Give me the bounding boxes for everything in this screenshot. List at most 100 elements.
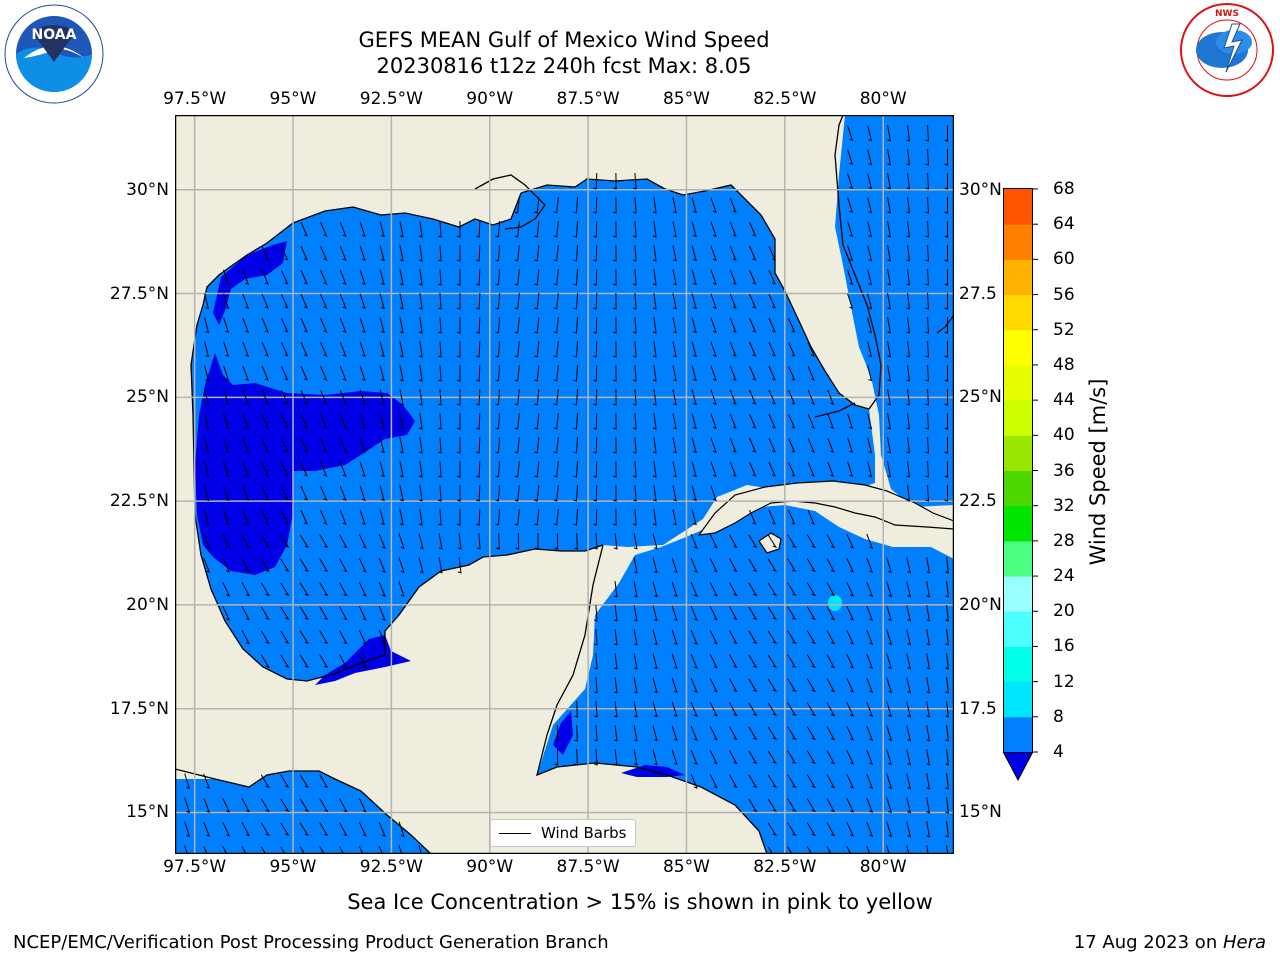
wind-barb — [672, 317, 677, 334]
wind-barb — [633, 749, 638, 766]
wind-barb — [728, 750, 738, 765]
wind-barb — [944, 484, 949, 502]
wind-barb — [944, 172, 949, 190]
wind-barb — [573, 245, 579, 262]
wind-barb — [806, 798, 816, 813]
wind-barb — [866, 629, 874, 645]
wind-barb — [593, 653, 598, 670]
wind-barb — [593, 629, 598, 646]
wind-barb — [319, 606, 329, 621]
wind-barb — [223, 389, 230, 406]
colorbar-segment — [1004, 716, 1032, 753]
wind-barb — [593, 244, 598, 262]
wind-barb — [593, 316, 598, 334]
wind-barb — [359, 461, 366, 478]
wind-barb — [553, 413, 559, 430]
wind-barb — [437, 220, 442, 238]
wind-barb — [767, 558, 778, 573]
wind-barb — [906, 845, 910, 854]
wind-barb — [613, 533, 618, 550]
wind-barb — [729, 413, 737, 429]
wind-barb — [261, 461, 269, 477]
wind-barb — [612, 460, 617, 478]
wind-barb — [944, 292, 949, 310]
wind-barb — [358, 558, 367, 573]
wind-barb — [671, 557, 678, 574]
left-lat-tick: 30°N — [126, 179, 169, 200]
wind-barb — [847, 125, 854, 142]
wind-barb — [378, 533, 386, 549]
wind-barb — [846, 678, 855, 693]
wind-barb — [418, 269, 423, 286]
wind-barb — [925, 196, 929, 214]
wind-barb — [204, 317, 210, 334]
wind-barb — [926, 605, 930, 622]
wind-barb — [359, 317, 366, 334]
wind-barb — [690, 557, 698, 573]
wind-barb — [399, 245, 404, 262]
wind-barb — [476, 244, 481, 262]
wind-barb — [358, 822, 367, 837]
wind-barb — [437, 292, 442, 310]
wind-barb — [672, 365, 677, 382]
wind-barb — [204, 413, 210, 430]
wind-barb — [826, 582, 836, 597]
wind-barb — [319, 774, 329, 789]
wind-barb — [710, 413, 717, 430]
wind-barb — [887, 149, 892, 166]
wind-barb — [339, 509, 347, 525]
wind-barb — [612, 412, 617, 430]
wind-barb — [748, 558, 758, 573]
wind-barb — [358, 534, 367, 549]
wind-barb — [691, 293, 697, 310]
wind-barb — [613, 701, 618, 718]
left-lat-tick: 25°N — [126, 387, 169, 408]
wind-barb — [533, 485, 540, 502]
wind-barb — [573, 485, 579, 502]
wind-barb — [319, 558, 329, 573]
wind-barb — [437, 484, 442, 502]
wind-barb — [203, 797, 211, 813]
wind-barb — [691, 437, 697, 454]
wind-barb — [926, 653, 930, 670]
footer-branch: NCEP/EMC/Verification Post Processing Pr… — [13, 932, 609, 953]
wind-barb — [280, 293, 289, 309]
wind-barb — [652, 701, 658, 718]
wind-barb — [359, 293, 366, 310]
wind-barb — [593, 292, 598, 310]
wind-barb — [339, 437, 347, 453]
wind-barb — [280, 534, 290, 549]
wind-barb — [887, 125, 892, 142]
wind-barb — [652, 269, 657, 286]
wind-barb — [926, 773, 930, 790]
wind-barb — [748, 534, 758, 549]
wind-barb — [300, 221, 309, 237]
wind-barb — [926, 821, 930, 838]
wind-barb — [241, 822, 251, 837]
wind-barb — [826, 678, 836, 693]
wind-barb — [338, 798, 348, 813]
wind-barb — [418, 533, 424, 550]
wind-barb — [652, 293, 657, 310]
colorbar-tick-label: 12 — [1053, 671, 1075, 692]
wind-barb — [280, 413, 289, 429]
wind-barb — [554, 748, 559, 766]
wind-barb — [222, 534, 231, 549]
wind-barb — [709, 702, 718, 717]
wind-barb — [768, 317, 777, 333]
wind-barb — [612, 196, 617, 214]
wind-barb — [553, 269, 559, 286]
wind-barb — [359, 221, 366, 238]
wind-barbs — [184, 124, 949, 854]
wind-barb — [847, 221, 854, 238]
wind-barb — [242, 389, 250, 405]
wind-barb — [476, 484, 481, 502]
wind-barb — [925, 388, 929, 406]
wind-barb — [338, 582, 348, 597]
wind-barb — [672, 293, 677, 310]
wind-barb — [418, 485, 423, 502]
wind-barb — [418, 437, 423, 454]
wind-barb — [652, 725, 658, 742]
wind-barb — [261, 365, 269, 381]
wind-barb — [399, 221, 404, 238]
